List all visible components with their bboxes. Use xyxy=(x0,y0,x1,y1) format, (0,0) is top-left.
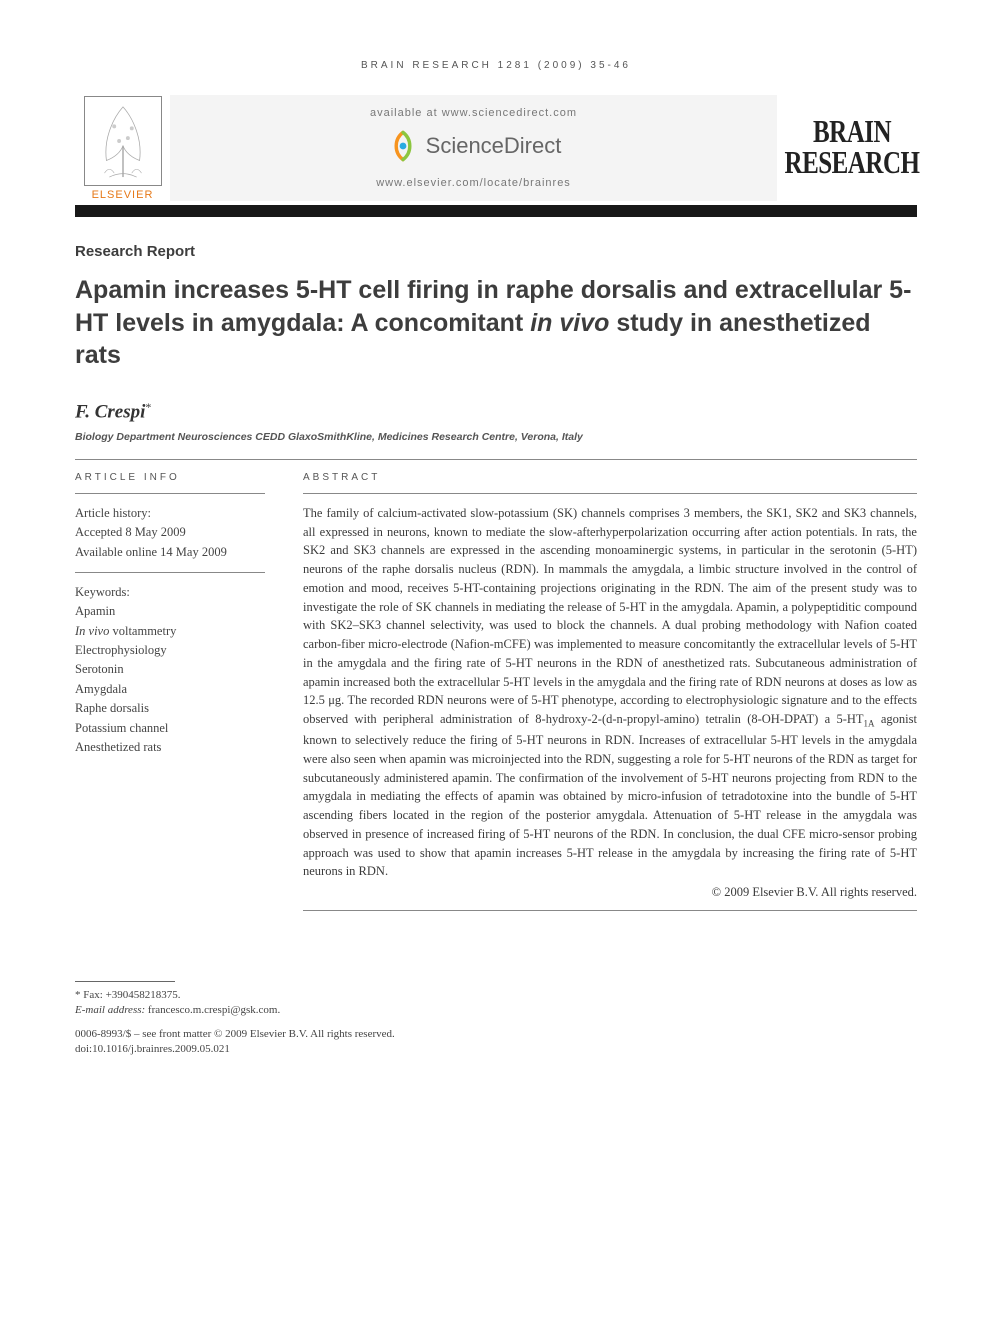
keyword-item: Electrophysiology xyxy=(75,641,265,660)
copyright-line: © 2009 Elsevier B.V. All rights reserved… xyxy=(303,885,917,900)
black-bar xyxy=(75,205,917,217)
sciencedirect-text: ScienceDirect xyxy=(426,133,562,159)
journal-url: www.elsevier.com/locate/brainres xyxy=(376,177,571,189)
article-title: Apamin increases 5-HT cell firing in rap… xyxy=(75,274,917,372)
keyword-item: Potassium channel xyxy=(75,719,265,738)
article-info-heading: ARTICLE INFO xyxy=(75,472,265,483)
author-marker: * xyxy=(145,400,151,414)
author-name: F. Crespi xyxy=(75,401,145,422)
running-head: BRAIN RESEARCH 1281 (2009) 35-46 xyxy=(75,60,917,71)
rule-top xyxy=(75,459,917,460)
sciencedirect-logo: ScienceDirect xyxy=(386,129,562,163)
footnote-rule xyxy=(75,981,175,982)
article-type: Research Report xyxy=(75,243,917,260)
footnote-email: E-mail address: francesco.m.crespi@gsk.c… xyxy=(75,1003,917,1018)
article-info-column: ARTICLE INFO Article history: Accepted 8… xyxy=(75,472,265,921)
elsevier-tree-icon xyxy=(84,96,162,186)
info-divider-1 xyxy=(75,493,265,494)
elsevier-name: ELSEVIER xyxy=(92,189,154,201)
journal-name-panel: BRAIN RESEARCH xyxy=(777,95,917,201)
abstract-divider xyxy=(303,493,917,494)
author-block: F. Crespi* xyxy=(75,400,917,423)
two-column-layout: ARTICLE INFO Article history: Accepted 8… xyxy=(75,472,917,921)
doi-line: doi:10.1016/j.brainres.2009.05.021 xyxy=(75,1042,917,1057)
sciencedirect-panel: available at www.sciencedirect.com Scien… xyxy=(170,95,777,201)
keywords-label: Keywords: xyxy=(75,583,265,602)
keyword-item: Apamin xyxy=(75,602,265,621)
info-divider-2 xyxy=(75,572,265,573)
keyword-item: Raphe dorsalis xyxy=(75,699,265,718)
affiliation: Biology Department Neurosciences CEDD Gl… xyxy=(75,431,917,443)
abstract-column: ABSTRACT The family of calcium-activated… xyxy=(303,472,917,921)
keywords-list: ApaminIn vivo voltammetryElectrophysiolo… xyxy=(75,602,265,757)
header-block: ELSEVIER available at www.sciencedirect.… xyxy=(75,95,917,201)
abstract-bottom-rule xyxy=(303,910,917,911)
sciencedirect-icon xyxy=(386,129,420,163)
history-label: Article history: xyxy=(75,504,265,523)
keyword-item: Anesthetized rats xyxy=(75,738,265,757)
front-matter-line: 0006-8993/$ – see front matter © 2009 El… xyxy=(75,1027,917,1042)
keyword-item: Serotonin xyxy=(75,660,265,679)
abstract-body: The family of calcium-activated slow-pot… xyxy=(303,504,917,881)
journal-title: BRAIN RESEARCH xyxy=(785,117,920,180)
available-date: Available online 14 May 2009 xyxy=(75,543,265,562)
footnote-fax: * Fax: +390458218375. xyxy=(75,988,917,1003)
accepted-date: Accepted 8 May 2009 xyxy=(75,523,265,542)
doi-block: 0006-8993/$ – see front matter © 2009 El… xyxy=(75,1027,917,1057)
available-at-text: available at www.sciencedirect.com xyxy=(370,107,577,119)
elsevier-logo-box: ELSEVIER xyxy=(75,95,170,201)
keyword-item: Amygdala xyxy=(75,680,265,699)
keyword-item: In vivo voltammetry xyxy=(75,622,265,641)
abstract-heading: ABSTRACT xyxy=(303,472,917,483)
